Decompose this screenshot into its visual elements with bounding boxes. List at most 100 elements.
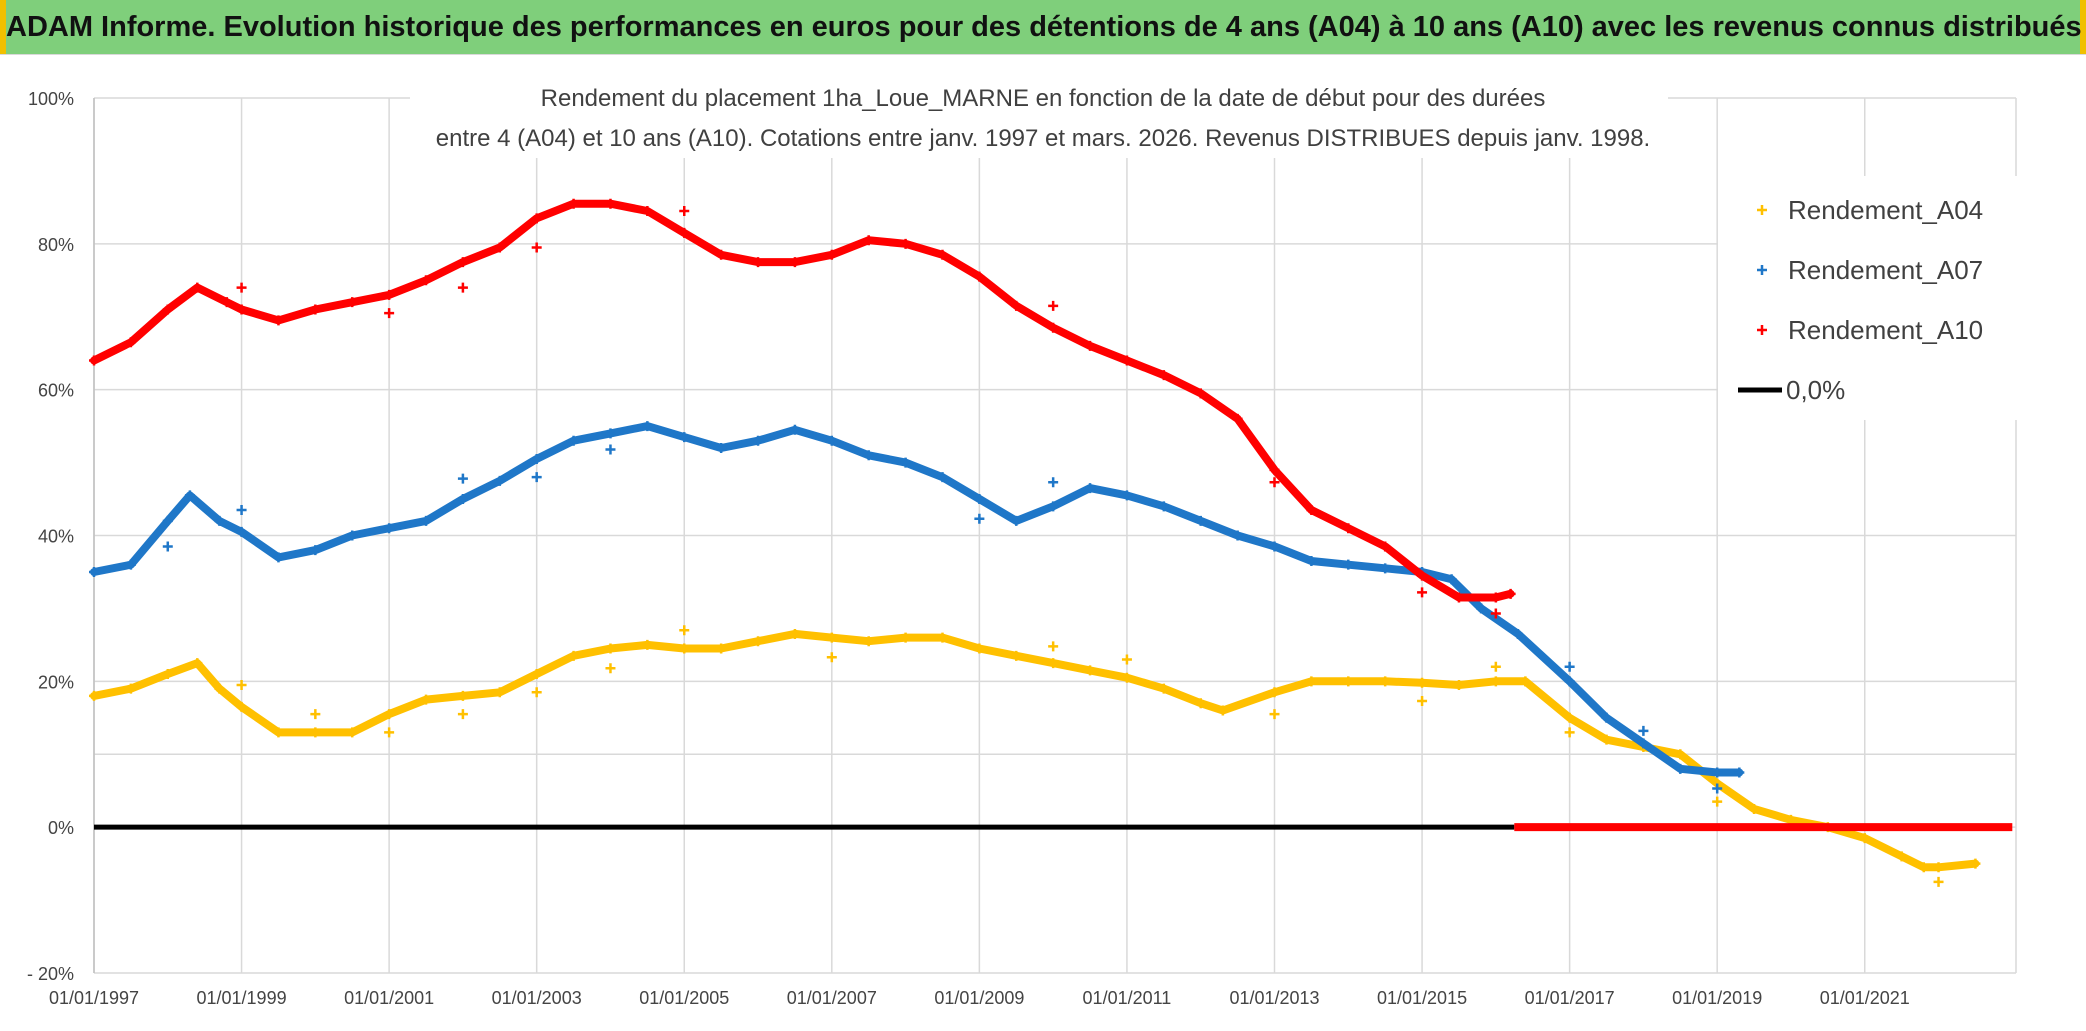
data-point <box>1417 677 1428 688</box>
data-point <box>568 435 579 446</box>
outlier-point <box>826 652 837 663</box>
data-point <box>1085 340 1096 351</box>
legend-item: Rendement_A10 <box>1757 315 1983 345</box>
x-tick-label: 01/01/2001 <box>344 988 434 1008</box>
outlier-point <box>384 308 395 319</box>
data-point <box>753 435 764 446</box>
data-point <box>900 457 911 468</box>
chart-title: Rendement du placement 1ha_Loue_MARNE en… <box>410 78 1668 158</box>
data-point <box>347 727 358 738</box>
data-point <box>1453 592 1464 603</box>
legend-marker <box>1757 325 1767 335</box>
y-tick-label: 20% <box>38 672 74 692</box>
data-point <box>1217 705 1228 716</box>
data-point <box>1343 559 1354 570</box>
data-point <box>1195 388 1206 399</box>
data-point <box>1380 563 1391 574</box>
chart-title-background <box>410 78 1668 158</box>
data-point <box>863 450 874 461</box>
data-point <box>826 249 837 260</box>
data-point <box>310 304 321 315</box>
outlier-point <box>457 709 468 720</box>
data-point <box>1195 515 1206 526</box>
data-point <box>1918 862 1929 873</box>
data-point <box>1512 628 1523 639</box>
data-point <box>1085 483 1096 494</box>
data-point <box>937 632 948 643</box>
data-point <box>1675 749 1686 760</box>
data-point <box>89 566 99 577</box>
data-point <box>605 198 616 209</box>
outlier-point <box>1564 661 1575 672</box>
data-point <box>421 694 432 705</box>
outlier-point <box>1564 727 1575 738</box>
legend-item: Rendement_A04 <box>1757 195 1983 225</box>
data-point <box>1048 658 1059 669</box>
data-point <box>273 727 284 738</box>
data-point <box>863 636 874 647</box>
data-point <box>531 453 542 464</box>
data-point <box>716 443 727 453</box>
data-point <box>457 690 468 701</box>
data-point <box>642 206 653 217</box>
series-Rendement_A10 <box>89 198 2013 832</box>
data-point <box>826 632 837 643</box>
data-point <box>900 632 911 643</box>
data-point <box>1121 355 1132 366</box>
x-tick-label: 01/01/2009 <box>934 988 1024 1008</box>
outlier-point <box>162 541 173 552</box>
data-point <box>1734 767 1745 778</box>
data-point <box>605 643 616 654</box>
legend-label: Rendement_A10 <box>1788 315 1983 345</box>
data-point <box>1158 683 1169 694</box>
data-point <box>1601 734 1612 745</box>
data-point <box>1011 515 1022 526</box>
chart-frame <box>0 54 2086 1031</box>
data-point <box>1048 501 1059 512</box>
outlier-point <box>236 504 247 515</box>
report-banner: ADAM Informe. Evolution historique des p… <box>0 0 2086 54</box>
data-point <box>384 709 395 720</box>
data-point <box>863 235 874 246</box>
data-point <box>1011 300 1022 311</box>
data-point <box>679 432 690 443</box>
outlier-point <box>1712 796 1723 807</box>
outlier-point <box>310 709 321 720</box>
data-point <box>1158 501 1169 512</box>
data-point <box>1380 541 1391 552</box>
legend-marker <box>1757 265 1767 275</box>
data-point <box>125 337 136 348</box>
outlier-point <box>605 663 616 674</box>
outlier-point <box>1048 477 1059 488</box>
data-point <box>1269 687 1280 698</box>
data-point <box>1232 413 1243 424</box>
outlier-point <box>1269 709 1280 720</box>
legend-label: Rendement_A07 <box>1788 255 1983 285</box>
data-point <box>937 472 948 483</box>
y-tick-label: 0% <box>48 818 74 838</box>
data-point <box>214 515 225 526</box>
data-point <box>1675 763 1686 774</box>
data-point <box>1933 862 1944 873</box>
data-point <box>236 304 247 315</box>
outlier-point <box>1490 661 1501 672</box>
data-point <box>1638 738 1649 749</box>
data-point <box>826 435 837 446</box>
data-point <box>974 494 985 505</box>
data-point <box>1896 851 1907 862</box>
outlier-point <box>1121 654 1132 665</box>
data-point <box>605 428 616 439</box>
x-tick-label: 01/01/2017 <box>1525 988 1615 1008</box>
axis-labels: 100% 80% 60% 40% 20% 0% - 20% 01/01/1997 01/01/1… <box>27 89 1910 1008</box>
data-point <box>192 282 203 293</box>
outlier-point <box>974 513 985 524</box>
data-point <box>1712 767 1723 778</box>
data-point <box>642 639 653 650</box>
data-point <box>494 475 505 486</box>
outlier-point <box>384 727 395 738</box>
chart-title-line-1: Rendement du placement 1ha_Loue_MARNE en… <box>541 85 1546 112</box>
data-point <box>1476 603 1487 614</box>
x-tick-label: 01/01/2019 <box>1672 988 1762 1008</box>
data-point <box>716 643 727 654</box>
data-point <box>974 643 985 654</box>
